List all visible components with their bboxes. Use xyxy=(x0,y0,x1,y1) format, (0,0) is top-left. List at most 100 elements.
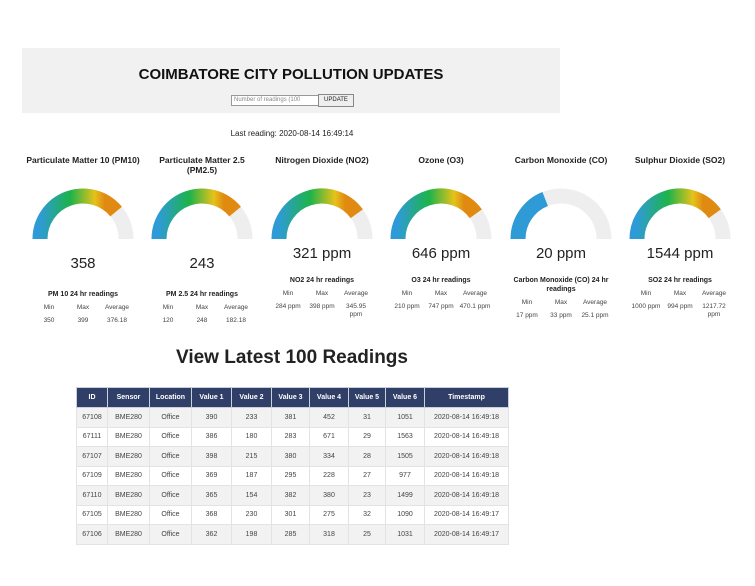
table-cell: BME280 xyxy=(107,504,150,525)
avg-value: 182.18 xyxy=(226,317,246,324)
gauge-card: Nitrogen Dioxide (NO2) 321 ppm NO2 24 hr… xyxy=(263,155,381,319)
column-header[interactable]: Value 3 xyxy=(271,387,310,408)
column-header[interactable]: Value 1 xyxy=(191,387,232,408)
gauge-card: Particulate Matter 2.5 (PM2.5) 243 PM 2.… xyxy=(143,155,261,325)
column-header[interactable]: Value 6 xyxy=(385,387,425,408)
column-header[interactable]: Location xyxy=(149,387,192,408)
min-label: Min xyxy=(282,290,294,297)
table-cell: 295 xyxy=(271,465,310,486)
header-panel: COIMBATORE CITY POLLUTION UPDATES Number… xyxy=(22,48,560,113)
avg-label: Average xyxy=(104,304,130,311)
column-header[interactable]: Value 2 xyxy=(231,387,272,408)
table-cell: 32 xyxy=(348,504,386,525)
column-header[interactable]: ID xyxy=(76,387,108,408)
table-cell: BME280 xyxy=(107,446,150,467)
table-row: 67109 BME280 Office 369 187 295 228 27 977 2020-0… xyxy=(76,465,509,486)
table-cell: 230 xyxy=(231,504,272,525)
table-cell: BME280 xyxy=(107,485,150,506)
gauge-value: 1544 ppm xyxy=(646,245,714,262)
stats-title: PM 10 24 hr readings xyxy=(47,291,119,298)
min-value: 120 xyxy=(162,317,174,324)
max-label: Max xyxy=(76,304,90,311)
table-row: 67111 BME280 Office 386 180 283 671 29 1563 2020-… xyxy=(76,426,509,447)
min-label: Min xyxy=(43,304,55,311)
max-value: 399 xyxy=(77,317,89,324)
table-cell: 2020-08-14 16:49:18 xyxy=(424,407,509,428)
table-cell: 233 xyxy=(231,407,272,428)
table-cell: 380 xyxy=(271,446,310,467)
min-value: 284 ppm xyxy=(275,303,301,310)
stats-values: 350 399 376.18 xyxy=(32,317,134,325)
gauge-fill xyxy=(271,188,363,240)
max-value: 747 ppm xyxy=(428,303,454,310)
min-value: 210 ppm xyxy=(394,303,420,310)
table-cell: 1505 xyxy=(385,446,425,467)
column-header[interactable]: Value 5 xyxy=(348,387,386,408)
readings-count-input[interactable]: Number of readings (100 xyxy=(231,95,319,106)
table-cell: 334 xyxy=(309,446,349,467)
table-cell: Office xyxy=(149,504,192,525)
stats-values: 17 ppm 33 ppm 25.1 ppm xyxy=(510,312,612,320)
gauge-title: Carbon Monoxide (CO) xyxy=(514,155,608,165)
avg-label: Average xyxy=(343,290,369,297)
gauge-fill xyxy=(629,188,721,240)
table-cell: 362 xyxy=(191,524,232,545)
table-cell: 27 xyxy=(348,465,386,486)
min-label: Min xyxy=(521,299,533,306)
stats-labels: Min Max Average xyxy=(510,299,612,307)
table-cell: 671 xyxy=(309,426,349,447)
min-value: 17 ppm xyxy=(516,312,538,319)
table-cell: 368 xyxy=(191,504,232,525)
table-cell: 1090 xyxy=(385,504,425,525)
gauge-chart xyxy=(510,188,612,240)
table-cell: 382 xyxy=(271,485,310,506)
gauge-title: Nitrogen Dioxide (NO2) xyxy=(275,155,369,165)
column-header[interactable]: Sensor xyxy=(107,387,150,408)
max-label: Max xyxy=(315,290,329,297)
table-cell: 365 xyxy=(191,485,232,506)
min-value: 1000 ppm xyxy=(631,303,661,310)
table-cell: 369 xyxy=(191,465,232,486)
stats-values: 284 ppm 398 ppm 345.95 ppm xyxy=(271,303,373,319)
gauge-fill xyxy=(32,188,122,240)
gauge-card: Particulate Matter 10 (PM10) 358 PM 10 2… xyxy=(24,155,142,325)
gauge-card: Sulphur Dioxide (SO2) 1544 ppm SO2 24 hr… xyxy=(621,155,739,319)
stats-labels: Min Max Average xyxy=(271,290,373,298)
avg-label: Average xyxy=(701,290,727,297)
table-cell: 283 xyxy=(271,426,310,447)
table-cell: 2020-08-14 16:49:18 xyxy=(424,446,509,467)
stats-labels: Min Max Average xyxy=(390,290,492,298)
stats-labels: Min Max Average xyxy=(32,304,134,312)
table-cell: 67105 xyxy=(76,504,108,525)
avg-value: 1217.72 ppm xyxy=(702,303,726,318)
max-label: Max xyxy=(673,290,687,297)
min-value: 350 xyxy=(43,317,55,324)
max-value: 398 ppm xyxy=(309,303,335,310)
table-cell: 25 xyxy=(348,524,386,545)
table-cell: 228 xyxy=(309,465,349,486)
min-label: Min xyxy=(162,304,174,311)
column-header[interactable]: Timestamp xyxy=(424,387,509,408)
table-cell: 1499 xyxy=(385,485,425,506)
table-cell: BME280 xyxy=(107,407,150,428)
table-cell: 977 xyxy=(385,465,425,486)
table-cell: 187 xyxy=(231,465,272,486)
table-cell: BME280 xyxy=(107,426,150,447)
page-title: COIMBATORE CITY POLLUTION UPDATES xyxy=(138,66,444,83)
table-cell: 285 xyxy=(271,524,310,545)
gauge-chart xyxy=(629,188,731,240)
stats-title: PM 2.5 24 hr readings xyxy=(166,291,238,298)
stats-values: 1000 ppm 994 ppm 1217.72 ppm xyxy=(629,303,731,319)
gauge-fill xyxy=(390,188,482,240)
table-cell: BME280 xyxy=(107,524,150,545)
table-cell: 2020-08-14 16:49:18 xyxy=(424,485,509,506)
column-header[interactable]: Value 4 xyxy=(309,387,349,408)
avg-label: Average xyxy=(462,290,488,297)
gauge-chart xyxy=(151,188,253,240)
avg-value: 470.1 ppm xyxy=(459,303,491,310)
update-button[interactable]: UPDATE xyxy=(318,94,354,107)
table-cell: 154 xyxy=(231,485,272,506)
avg-value: 25.1 ppm xyxy=(581,312,609,319)
table-row: 67108 BME280 Office 390 233 381 452 31 1051 2020-… xyxy=(76,407,509,428)
table-cell: 31 xyxy=(348,407,386,428)
